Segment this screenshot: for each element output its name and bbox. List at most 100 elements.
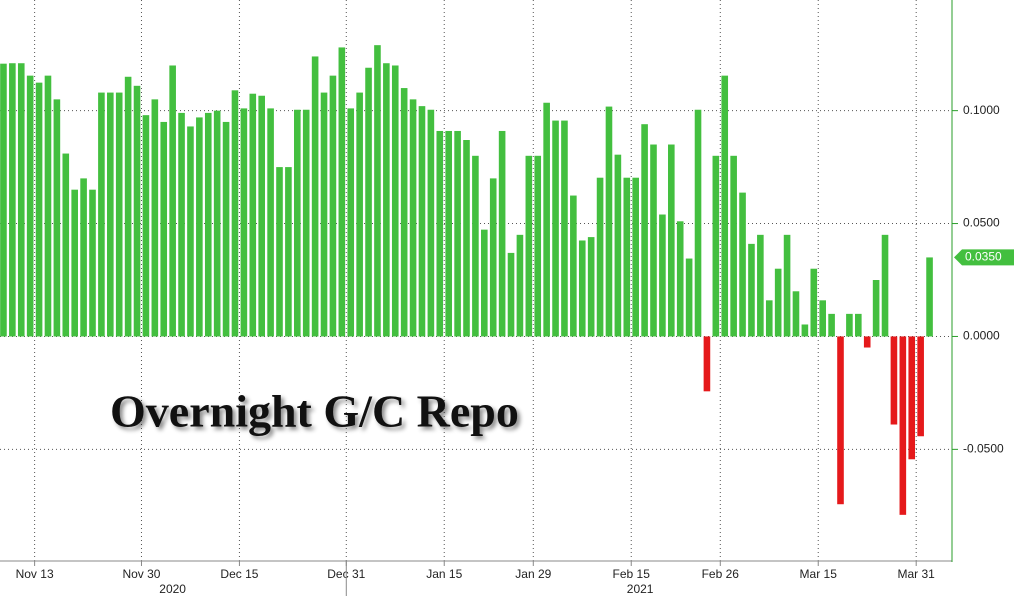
x-tick-label: Jan 15 — [426, 567, 462, 581]
bar — [926, 257, 933, 337]
bar — [855, 313, 862, 337]
bar — [721, 75, 729, 337]
bar — [668, 144, 675, 337]
bar — [142, 115, 150, 337]
bar — [400, 88, 408, 337]
x-tick-label: Jan 29 — [515, 567, 551, 581]
y-tick-label: 0.1000 — [963, 103, 1000, 117]
y-tick-label: 0.0500 — [963, 216, 1000, 230]
bar — [427, 109, 435, 337]
bar — [908, 336, 916, 460]
bar — [489, 178, 497, 337]
bar — [730, 155, 737, 337]
bar — [383, 63, 390, 337]
y-tick-label: -0.0500 — [963, 442, 1004, 456]
bar — [739, 192, 746, 337]
bar — [160, 121, 168, 337]
bar — [71, 189, 78, 337]
bar — [89, 189, 96, 337]
bar — [757, 234, 764, 337]
bar — [311, 56, 319, 337]
bar — [561, 120, 568, 337]
y-tick-label: 0.0000 — [963, 329, 1000, 343]
bar — [694, 109, 702, 337]
bar — [605, 106, 613, 337]
bar — [347, 108, 355, 337]
x-tick-label: Feb 15 — [613, 567, 651, 581]
bar — [445, 130, 452, 337]
bar — [9, 63, 16, 337]
bar — [285, 167, 292, 337]
bar — [329, 75, 337, 337]
bar — [578, 240, 586, 337]
bar — [115, 92, 123, 337]
bar — [917, 336, 924, 437]
bar — [623, 177, 631, 337]
x-tick-label: Nov 30 — [122, 567, 160, 581]
bar — [44, 75, 52, 337]
bar — [151, 99, 159, 337]
bar — [525, 155, 533, 337]
x-tick-label: Mar 15 — [800, 567, 838, 581]
bar — [587, 237, 595, 337]
bar — [249, 93, 257, 337]
bar — [204, 112, 212, 337]
bar — [98, 92, 105, 337]
bar — [810, 268, 818, 337]
bar — [124, 76, 132, 337]
bar — [801, 324, 809, 337]
bar — [62, 153, 70, 337]
bar — [240, 108, 248, 337]
bar — [890, 336, 898, 425]
bar — [178, 112, 185, 337]
bar — [783, 234, 791, 337]
bar — [498, 130, 506, 337]
bar — [302, 109, 310, 337]
x-tick-label: Nov 13 — [16, 567, 54, 581]
bar — [596, 177, 604, 337]
x-tick-label: Mar 31 — [898, 567, 936, 581]
chart-annotation: Overnight G/C Repo — [110, 386, 519, 437]
bar — [552, 120, 559, 337]
bar — [53, 99, 61, 337]
bar — [846, 313, 853, 337]
bar — [570, 195, 577, 337]
year-label: 2020 — [159, 582, 186, 596]
bar — [641, 124, 648, 337]
bar — [632, 177, 639, 337]
bar — [703, 336, 711, 392]
bar — [436, 130, 444, 337]
bar — [685, 258, 693, 337]
bar — [169, 65, 176, 337]
bar — [409, 99, 417, 337]
bar — [26, 75, 34, 337]
bar — [17, 63, 25, 337]
bar — [543, 102, 550, 337]
bar — [391, 65, 399, 337]
bar — [418, 106, 426, 337]
bar — [748, 243, 755, 337]
bar — [374, 45, 381, 337]
bar — [614, 154, 622, 337]
bar — [338, 47, 346, 337]
bar — [276, 167, 283, 337]
bar — [133, 85, 141, 337]
bar — [267, 108, 274, 337]
bar — [534, 155, 542, 337]
bar — [481, 229, 488, 337]
bar — [258, 95, 265, 337]
bar — [0, 63, 7, 337]
bar — [35, 82, 43, 337]
x-tick-label: Dec 15 — [220, 567, 258, 581]
bar — [819, 300, 826, 337]
bar — [837, 336, 844, 505]
bar — [320, 92, 328, 337]
bar — [107, 92, 114, 337]
bar — [454, 130, 461, 337]
bar — [792, 291, 800, 337]
bar — [231, 90, 239, 337]
bar — [863, 336, 871, 348]
bar — [294, 109, 301, 337]
x-tick-label: Feb 26 — [702, 567, 740, 581]
